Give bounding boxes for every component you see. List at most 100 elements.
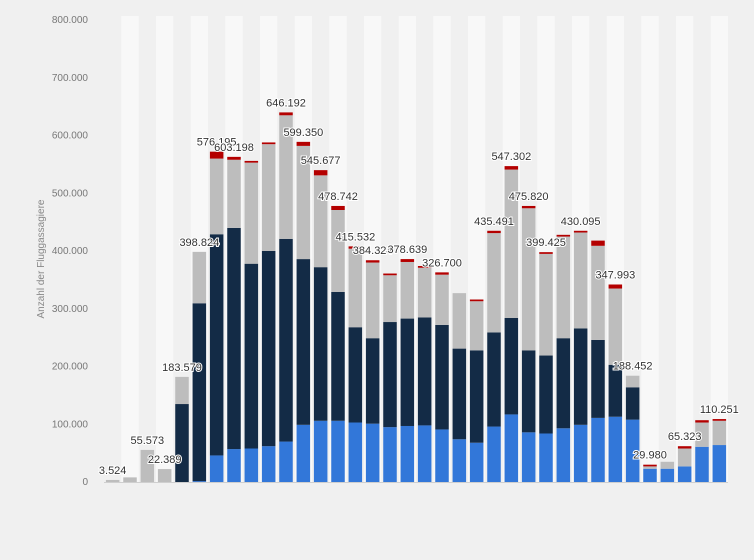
bar-segment-series-2 bbox=[591, 339, 605, 418]
bar-segment-series-1 bbox=[591, 417, 605, 482]
bar-segment-series-2 bbox=[452, 348, 467, 440]
bar-segment-series-4 bbox=[417, 266, 432, 268]
data-label: 415.532 bbox=[335, 231, 375, 243]
bar-segment-series-1 bbox=[677, 466, 692, 482]
bar-segment-series-2 bbox=[469, 350, 484, 443]
bar-segment-series-1 bbox=[469, 442, 484, 482]
bar-segment-series-4 bbox=[521, 205, 536, 209]
bar-segment-series-3 bbox=[348, 248, 363, 328]
bar-segment-series-4 bbox=[331, 205, 345, 210]
bar-segment-series-2 bbox=[539, 355, 553, 434]
bar-segment-series-2 bbox=[487, 332, 501, 427]
bar-segment-series-1 bbox=[365, 423, 380, 482]
data-label: 347.993 bbox=[595, 269, 635, 281]
bar-segment-series-4 bbox=[643, 464, 657, 467]
bar-segment-series-1 bbox=[712, 445, 727, 482]
data-label: 599.350 bbox=[283, 127, 323, 139]
bar-segment-series-2 bbox=[331, 292, 345, 421]
bar-segment-series-4 bbox=[209, 151, 224, 159]
bar-segment-series-1 bbox=[296, 424, 311, 482]
y-tick-label: 600.000 bbox=[52, 131, 89, 142]
bar-segment-series-1 bbox=[556, 428, 571, 482]
bar-segment-series-2 bbox=[573, 328, 588, 425]
bar-segment-series-2 bbox=[435, 324, 449, 430]
bar-segment-series-3 bbox=[175, 376, 189, 405]
bar-segment-series-4 bbox=[487, 230, 501, 234]
bar-segment-series-3 bbox=[192, 251, 207, 304]
bar-segment-series-4 bbox=[348, 246, 363, 249]
bar-segment-series-4 bbox=[279, 112, 293, 116]
bar-segment-series-3 bbox=[244, 162, 259, 264]
bar-segment-series-4 bbox=[435, 272, 449, 275]
background-band bbox=[641, 16, 659, 482]
bar-segment-series-3 bbox=[296, 145, 311, 260]
y-axis-title: Anzahl der Fluggassagiere bbox=[36, 199, 47, 318]
data-label: 478.742 bbox=[318, 191, 358, 203]
bar-segment-series-2 bbox=[209, 234, 224, 456]
bar-segment-series-1 bbox=[209, 455, 224, 482]
bar-segment-series-4 bbox=[469, 299, 484, 302]
bar-segment-series-3 bbox=[521, 208, 536, 351]
bar-segment-series-3 bbox=[157, 469, 172, 482]
bar-segment-series-4 bbox=[296, 141, 311, 146]
bar-segment-series-2 bbox=[296, 259, 311, 425]
bar-segment-series-4 bbox=[556, 234, 571, 237]
bar-segment-series-3 bbox=[660, 461, 675, 469]
data-label: 29.980 bbox=[633, 450, 667, 462]
bar-segment-series-3 bbox=[573, 232, 588, 329]
bar-segment-series-4 bbox=[227, 156, 241, 160]
data-labels: 3.524 55.573 22.389 183.579 398.824 576.19560… bbox=[98, 96, 740, 478]
y-tick-label: 0 bbox=[82, 477, 88, 488]
bar-segment-series-3 bbox=[400, 261, 415, 319]
background-band bbox=[156, 16, 174, 482]
data-label: 378.639 bbox=[387, 244, 427, 256]
bar-segment-series-3 bbox=[105, 479, 120, 482]
data-label: 188.452 bbox=[613, 361, 653, 373]
bars bbox=[105, 112, 727, 482]
bar-segment-series-1 bbox=[227, 449, 241, 482]
bar-segment-series-3 bbox=[556, 236, 571, 339]
bar-segment-series-2 bbox=[244, 263, 259, 449]
bar-segment-series-3 bbox=[625, 375, 640, 388]
data-label: 22.389 bbox=[148, 454, 182, 466]
data-label: 384.324 bbox=[353, 245, 393, 257]
data-label: 475.820 bbox=[509, 191, 549, 203]
bar-segment-series-4 bbox=[365, 260, 380, 263]
bar-segment-series-3 bbox=[417, 267, 432, 318]
bar-segment-series-1 bbox=[400, 425, 415, 482]
data-label: 398.824 bbox=[179, 237, 219, 249]
bar-segment-series-1 bbox=[539, 433, 553, 482]
bar-segment-series-3 bbox=[123, 477, 137, 482]
background-band bbox=[121, 16, 139, 482]
bar-segment-series-3 bbox=[643, 466, 657, 469]
data-label: 110.251 bbox=[700, 404, 739, 416]
bar-segment-series-3 bbox=[331, 209, 345, 293]
bar-segment-series-4 bbox=[608, 284, 623, 289]
bar-segment-series-4 bbox=[504, 166, 519, 170]
bar-segment-series-2 bbox=[400, 318, 415, 426]
bar-segment-series-3 bbox=[365, 262, 380, 339]
data-label: 3.524 bbox=[99, 465, 127, 477]
data-label: 646.192 bbox=[266, 97, 306, 109]
bar-segment-series-3 bbox=[677, 448, 692, 467]
bar-segment-series-3 bbox=[209, 158, 224, 235]
bar-segment-series-2 bbox=[348, 327, 363, 423]
bar-segment-series-2 bbox=[521, 350, 536, 433]
bar-segment-series-1 bbox=[521, 432, 536, 482]
bar-segment-series-2 bbox=[261, 251, 276, 447]
data-label: 547.302 bbox=[491, 151, 531, 163]
bar-segment-series-2 bbox=[504, 317, 519, 415]
bar-segment-series-1 bbox=[279, 441, 293, 482]
bar-segment-series-3 bbox=[279, 115, 293, 239]
bar-segment-series-1 bbox=[331, 420, 345, 482]
bar-segment-series-2 bbox=[383, 322, 397, 428]
y-tick-label: 700.000 bbox=[52, 73, 89, 84]
bar-segment-series-2 bbox=[625, 387, 640, 420]
y-tick-label: 500.000 bbox=[52, 188, 89, 199]
bar-segment-series-3 bbox=[504, 169, 519, 318]
bar-segment-series-3 bbox=[712, 420, 727, 446]
bar-segment-series-3 bbox=[539, 253, 553, 356]
data-label: 65.323 bbox=[668, 431, 702, 443]
bar-segment-series-2 bbox=[556, 338, 571, 429]
